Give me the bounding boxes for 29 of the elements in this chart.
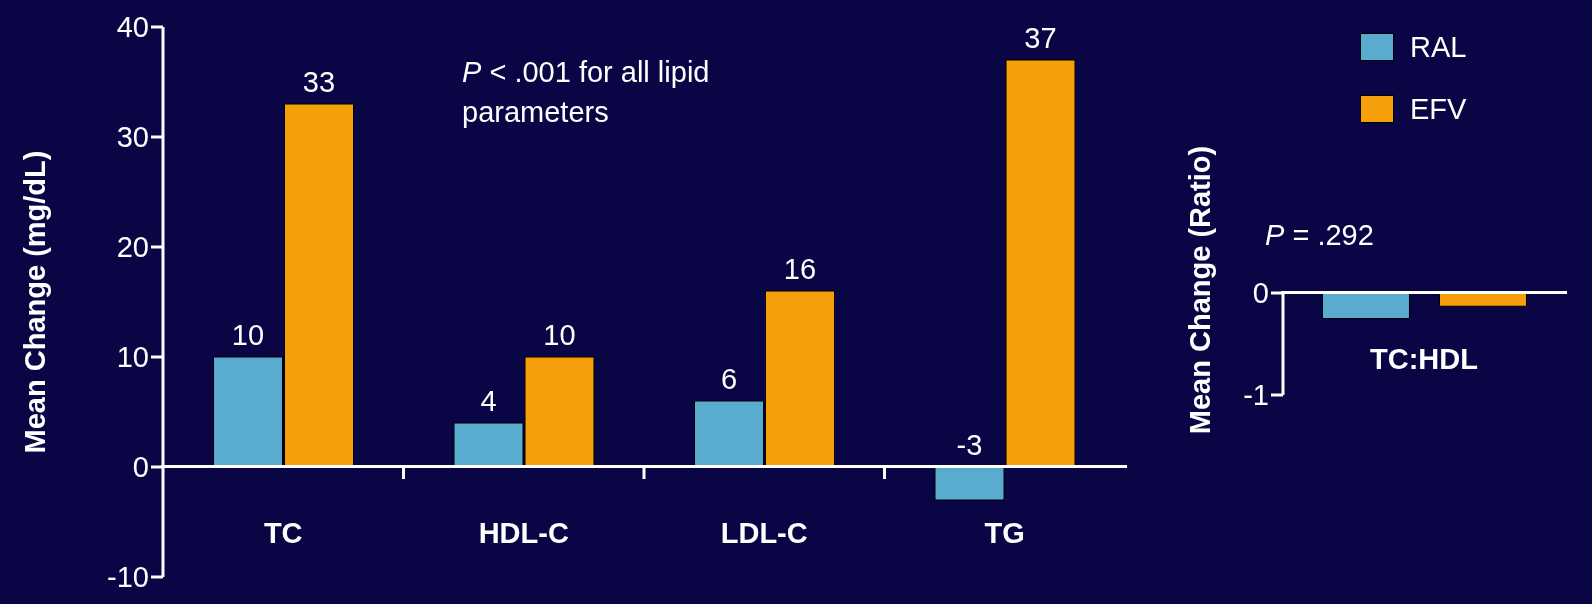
data-label: -3: [956, 429, 983, 461]
x-tick-label: HDL-C: [478, 517, 569, 549]
x-tick-label: TG: [984, 517, 1025, 549]
y-axis-title: Mean Change (Ratio): [1183, 145, 1217, 435]
y-tick-label: 0: [132, 451, 149, 484]
bar: [934, 466, 1005, 501]
x-tick-label: LDL-C: [720, 517, 808, 549]
text: P = .292: [1265, 218, 1375, 253]
y-axis-title: Mean Change (mg/dL): [18, 150, 52, 454]
legend-label: RAL: [1410, 30, 1467, 64]
data-label: 37: [1024, 22, 1057, 54]
y-tick-label: 40: [116, 11, 149, 44]
data-label: 4: [480, 385, 497, 417]
data-label: 10: [231, 319, 265, 351]
data-label: 6: [720, 363, 738, 395]
y-tick-label: 0: [1252, 277, 1269, 310]
data-label: 10: [543, 319, 576, 351]
y-tick-label: 20: [116, 231, 149, 264]
annotation: P < .001 for all lipid parameters: [462, 55, 711, 130]
x-tick-label: TC:HDL: [1370, 343, 1478, 375]
y-tick-label: -10: [107, 561, 149, 594]
y-tick-label: 30: [116, 121, 149, 154]
data-label: 16: [783, 253, 817, 285]
bar: [1005, 59, 1076, 468]
x-tick-label: TC: [263, 517, 303, 549]
legend-label: EFV: [1410, 92, 1467, 126]
y-tick-label: 10: [116, 341, 149, 374]
y-tick-label: -1: [1243, 379, 1269, 412]
data-label: 33: [302, 66, 336, 98]
